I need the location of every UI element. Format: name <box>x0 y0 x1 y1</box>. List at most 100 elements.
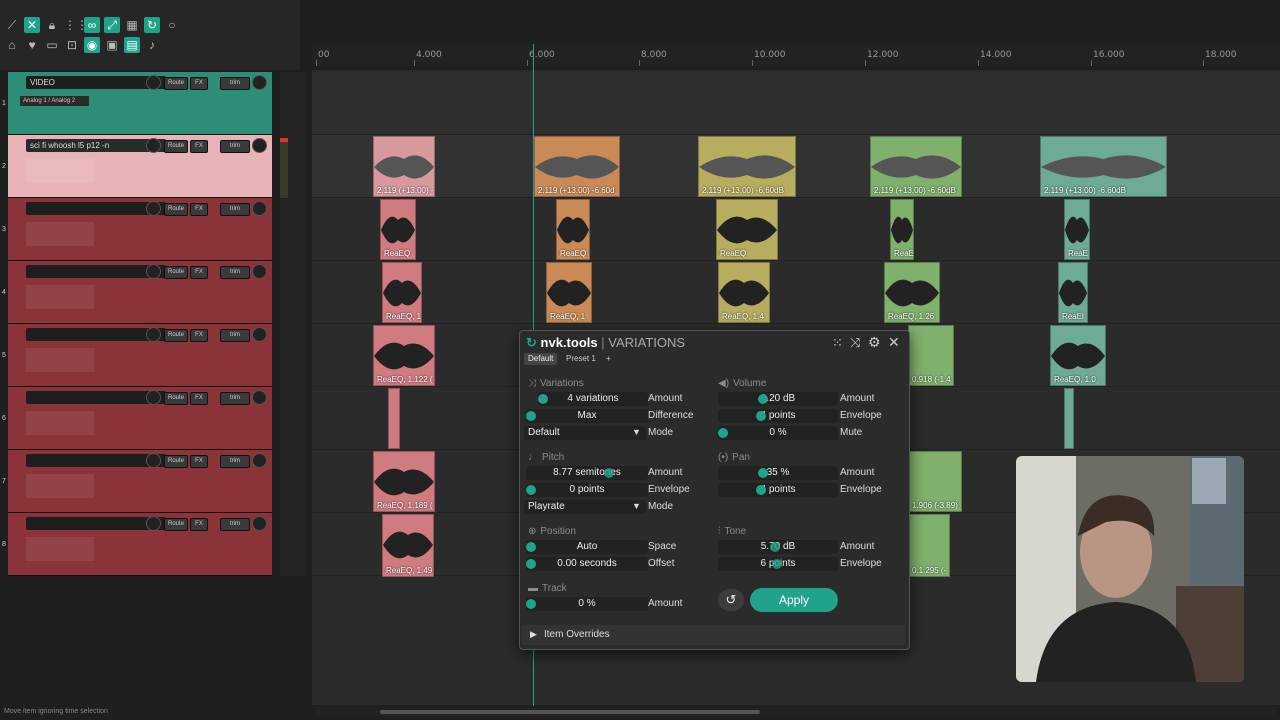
track-header[interactable]: 4 Route FX trim <box>2 261 272 324</box>
pan-knob[interactable] <box>252 264 267 279</box>
slider-handle[interactable] <box>756 485 766 495</box>
slider-handle[interactable] <box>526 485 536 495</box>
track-header[interactable]: 8 Route FX trim <box>2 513 272 576</box>
media-item[interactable]: ReaEQ, 1.0 <box>1050 325 1106 386</box>
track-name[interactable] <box>26 391 166 404</box>
pan-knob[interactable] <box>252 75 267 90</box>
split-icon[interactable]: ⊡ <box>66 38 78 52</box>
trim-button[interactable]: trim <box>220 329 250 342</box>
circle-icon[interactable]: ○ <box>168 18 176 32</box>
slider-handle[interactable] <box>770 542 780 552</box>
track-amount-slider[interactable]: 0 % <box>526 597 648 611</box>
track-name[interactable] <box>26 202 166 215</box>
trim-button[interactable]: trim <box>220 392 250 405</box>
volume-knob[interactable] <box>146 516 161 531</box>
lock-icon[interactable]: 🔒︎ <box>48 18 56 32</box>
trim-button[interactable]: trim <box>220 266 250 279</box>
track-lane[interactable] <box>312 198 1280 261</box>
volume-knob[interactable] <box>146 201 161 216</box>
track-header[interactable]: 1 VIDEO Analog 1 / Analog 2 Route FX tri… <box>2 72 272 135</box>
media-item[interactable]: 1.906 (-3.89) - <box>908 451 962 512</box>
volume-envelope-slider[interactable]: 4 points <box>718 409 838 423</box>
chevron-down-icon[interactable]: ▼ <box>632 501 641 511</box>
auto-crossfade-icon[interactable]: ⤢ <box>104 17 120 33</box>
volume-amount-slider[interactable]: 4.20 dB <box>718 392 838 406</box>
apply-button[interactable]: Apply <box>750 588 838 612</box>
media-item[interactable] <box>388 388 400 449</box>
media-item[interactable]: ReaEQ, 1.4 <box>718 262 770 323</box>
media-item[interactable]: 0.918 (-1.4 <box>908 325 954 386</box>
route-button[interactable]: Route <box>164 329 188 342</box>
track-header[interactable]: 5 Route FX trim <box>2 324 272 387</box>
slider-handle[interactable] <box>758 468 768 478</box>
fx-button[interactable]: FX <box>190 203 208 216</box>
track-name[interactable]: sci fi whoosh l5 p12 -n <box>26 139 166 152</box>
tab-default[interactable]: Default <box>524 353 558 365</box>
track-lane[interactable] <box>312 72 1280 135</box>
track-header[interactable]: 2 sci fi whoosh l5 p12 -n Route FX trim <box>2 135 272 198</box>
pan-amount-slider[interactable]: 35 % <box>718 466 838 480</box>
pitch-amount-slider[interactable]: 8.77 semitones <box>526 466 648 480</box>
route-button[interactable]: Route <box>164 455 188 468</box>
route-button[interactable]: Route <box>164 392 188 405</box>
fx-button[interactable]: FX <box>190 518 208 531</box>
heart-icon[interactable]: ♥ <box>28 38 36 52</box>
slider-handle[interactable] <box>758 394 768 404</box>
position-offset-slider[interactable]: 0.00 seconds <box>526 557 648 571</box>
fx-button[interactable]: FX <box>190 140 208 153</box>
fx-button[interactable]: FX <box>190 392 208 405</box>
ripple-icon[interactable]: ⟋ <box>7 18 17 32</box>
volume-knob[interactable] <box>146 138 161 153</box>
media-item[interactable] <box>1064 388 1074 449</box>
trim-button[interactable]: trim <box>220 140 250 153</box>
route-button[interactable]: Route <box>164 140 188 153</box>
volume-knob[interactable] <box>146 264 161 279</box>
track-name[interactable] <box>26 328 166 341</box>
volume-knob[interactable] <box>146 75 161 90</box>
slider-handle[interactable] <box>756 411 766 421</box>
trim-button[interactable]: trim <box>220 455 250 468</box>
snap-icon[interactable]: ✕ <box>24 17 40 33</box>
route-button[interactable]: Route <box>164 266 188 279</box>
volume-knob[interactable] <box>146 453 161 468</box>
fx-button[interactable]: FX <box>190 266 208 279</box>
slider-handle[interactable] <box>526 542 536 552</box>
slider-handle[interactable] <box>538 394 548 404</box>
pan-knob[interactable] <box>252 453 267 468</box>
slider-handle[interactable] <box>526 559 536 569</box>
media-item[interactable]: ReaEQ, 1 <box>546 262 592 323</box>
media-item[interactable]: ReaE <box>1064 199 1090 260</box>
route-button[interactable]: Route <box>164 77 188 90</box>
volume-mute-slider[interactable]: 0 % <box>718 426 838 440</box>
variations-amount-slider[interactable]: 4 variations <box>538 392 648 406</box>
media-item[interactable]: ReaEQ, 1.49 <box>382 514 434 577</box>
pitch-mode-select[interactable]: Playrate <box>524 500 646 514</box>
track-input-label[interactable]: Analog 1 / Analog 2 <box>20 96 89 106</box>
route-button[interactable]: Route <box>164 518 188 531</box>
media-item[interactable]: 2.119 (+13.00) -6.60d <box>534 136 620 197</box>
media-item[interactable]: ReaEl <box>1058 262 1088 323</box>
media-item[interactable]: 2.119 (+13.00) - <box>373 136 435 197</box>
slider-handle[interactable] <box>604 468 614 478</box>
trim-button[interactable]: trim <box>220 77 250 90</box>
media-item[interactable]: ReaEQ, 1 <box>382 262 422 323</box>
link-icon[interactable]: ∞ <box>84 17 100 33</box>
pan-knob[interactable] <box>252 138 267 153</box>
trim-button[interactable]: trim <box>220 203 250 216</box>
media-item[interactable]: ReaEQ <box>380 199 416 260</box>
media-item[interactable]: ReaEQ, 1.26 <box>884 262 940 323</box>
track-name[interactable] <box>26 265 166 278</box>
position-space-slider[interactable]: Auto <box>526 540 648 554</box>
pan-knob[interactable] <box>252 390 267 405</box>
pitch-envelope-slider[interactable]: 0 points <box>526 483 648 497</box>
save-icon[interactable]: ▤ <box>124 37 140 53</box>
track-header[interactable]: 7 Route FX trim <box>2 450 272 513</box>
home-icon[interactable]: ⌂ <box>8 38 16 52</box>
reset-button[interactable]: ↺ <box>718 589 744 611</box>
mixer-grid-icon[interactable]: ▦ <box>126 18 138 32</box>
media-item[interactable]: ReaEQ, 1.189 ( <box>373 451 435 512</box>
track-name[interactable] <box>26 517 166 530</box>
slider-handle[interactable] <box>772 559 782 569</box>
media-item[interactable]: 2.119 (+13.00) -6.60dB <box>1040 136 1167 197</box>
track-header[interactable]: 6 Route FX trim <box>2 387 272 450</box>
